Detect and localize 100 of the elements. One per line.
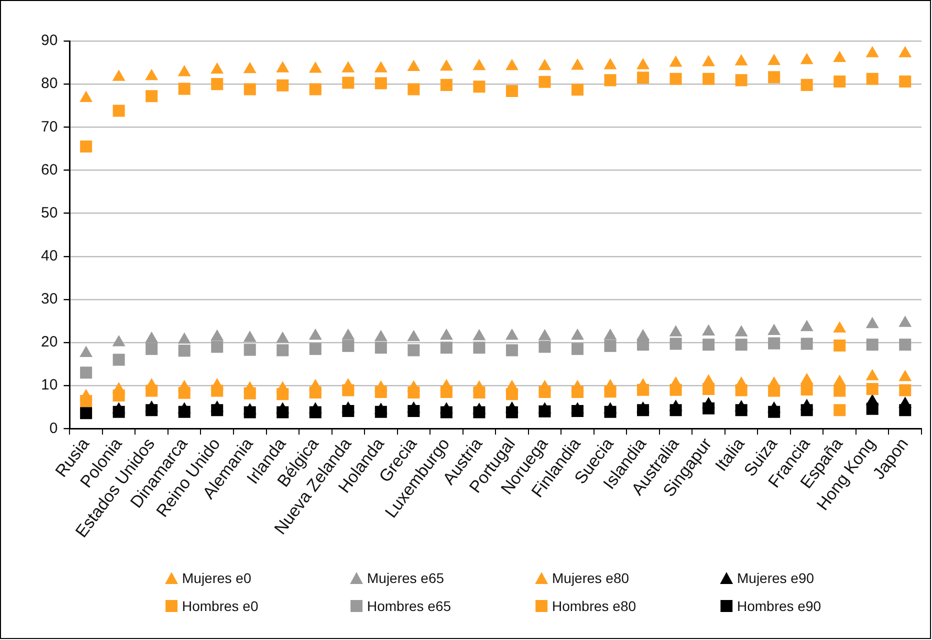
point: [604, 386, 616, 398]
legend-label: Mujeres e80: [552, 570, 630, 586]
y-tick-label: 80: [40, 75, 58, 92]
legend-label: Mujeres e0: [182, 570, 252, 586]
point: [506, 84, 518, 97]
point: [309, 83, 322, 96]
point: [276, 332, 290, 343]
point: [308, 61, 322, 73]
point: [670, 72, 682, 85]
point: [244, 387, 256, 400]
point: [768, 384, 780, 397]
point: [112, 406, 125, 418]
point: [276, 79, 289, 92]
point: [112, 389, 125, 402]
point: [899, 384, 912, 396]
point: [440, 406, 452, 418]
legend-label: Hombres e90: [737, 598, 822, 614]
point: [276, 61, 290, 72]
point: [440, 342, 452, 354]
point: [866, 402, 878, 415]
point: [244, 83, 256, 96]
point: [899, 75, 912, 88]
point: [112, 104, 125, 117]
y-tick-label: 0: [49, 420, 58, 437]
point: [146, 342, 158, 355]
point: [866, 383, 878, 396]
point: [407, 330, 420, 342]
point: [800, 338, 813, 350]
point: [80, 90, 93, 102]
point: [506, 344, 518, 356]
point: [604, 328, 617, 340]
point: [473, 342, 486, 354]
point: [571, 328, 584, 340]
point: [571, 84, 584, 96]
point: [211, 340, 224, 353]
point: [178, 64, 191, 76]
point: [800, 320, 814, 332]
point: [670, 338, 682, 350]
point: [768, 71, 780, 84]
point: [178, 386, 190, 399]
point: [342, 384, 354, 396]
point: [80, 407, 92, 420]
point: [866, 369, 879, 380]
point: [211, 78, 224, 90]
point: [374, 330, 388, 342]
point: [735, 338, 748, 351]
point: [178, 406, 190, 418]
point: [834, 75, 846, 88]
point: [538, 405, 551, 418]
point: [734, 54, 748, 66]
point: [571, 404, 584, 417]
point: [833, 50, 846, 62]
point: [408, 83, 420, 96]
point: [702, 383, 715, 396]
point: [604, 58, 617, 70]
point: [244, 406, 256, 418]
point: [768, 406, 780, 418]
point: [898, 46, 912, 58]
point: [145, 68, 158, 80]
legend-label: Mujeres e65: [367, 570, 444, 586]
point: [80, 395, 92, 408]
point: [440, 386, 452, 398]
point: [80, 366, 92, 379]
point: [374, 386, 387, 398]
point: [898, 370, 912, 382]
y-tick-label: 90: [40, 32, 58, 50]
point: [506, 406, 518, 418]
y-tick-label: 70: [40, 118, 58, 136]
point: [374, 77, 387, 90]
point: [834, 384, 846, 397]
y-tick-label: 60: [40, 161, 58, 178]
point: [146, 384, 158, 397]
point: [244, 344, 256, 356]
point: [669, 325, 682, 336]
legend-label: Hombres e80: [552, 598, 636, 614]
point: [146, 90, 158, 102]
point: [440, 78, 452, 91]
point: [440, 328, 453, 340]
point: [112, 334, 126, 346]
point: [866, 46, 879, 58]
point: [243, 330, 256, 342]
point: [505, 58, 518, 70]
point: [669, 55, 682, 67]
point: [670, 384, 682, 396]
point: [637, 384, 650, 396]
point: [178, 344, 190, 357]
point: [309, 386, 322, 398]
point: [800, 78, 813, 91]
point: [604, 74, 616, 86]
point: [178, 82, 190, 95]
point: [898, 316, 912, 327]
point: [538, 58, 552, 70]
y-tick-label: 40: [40, 247, 58, 264]
point: [276, 406, 289, 418]
point: [342, 328, 355, 340]
point: [637, 72, 650, 84]
point: [768, 324, 781, 336]
point: [408, 386, 420, 398]
point: [276, 344, 289, 356]
point: [112, 70, 126, 81]
